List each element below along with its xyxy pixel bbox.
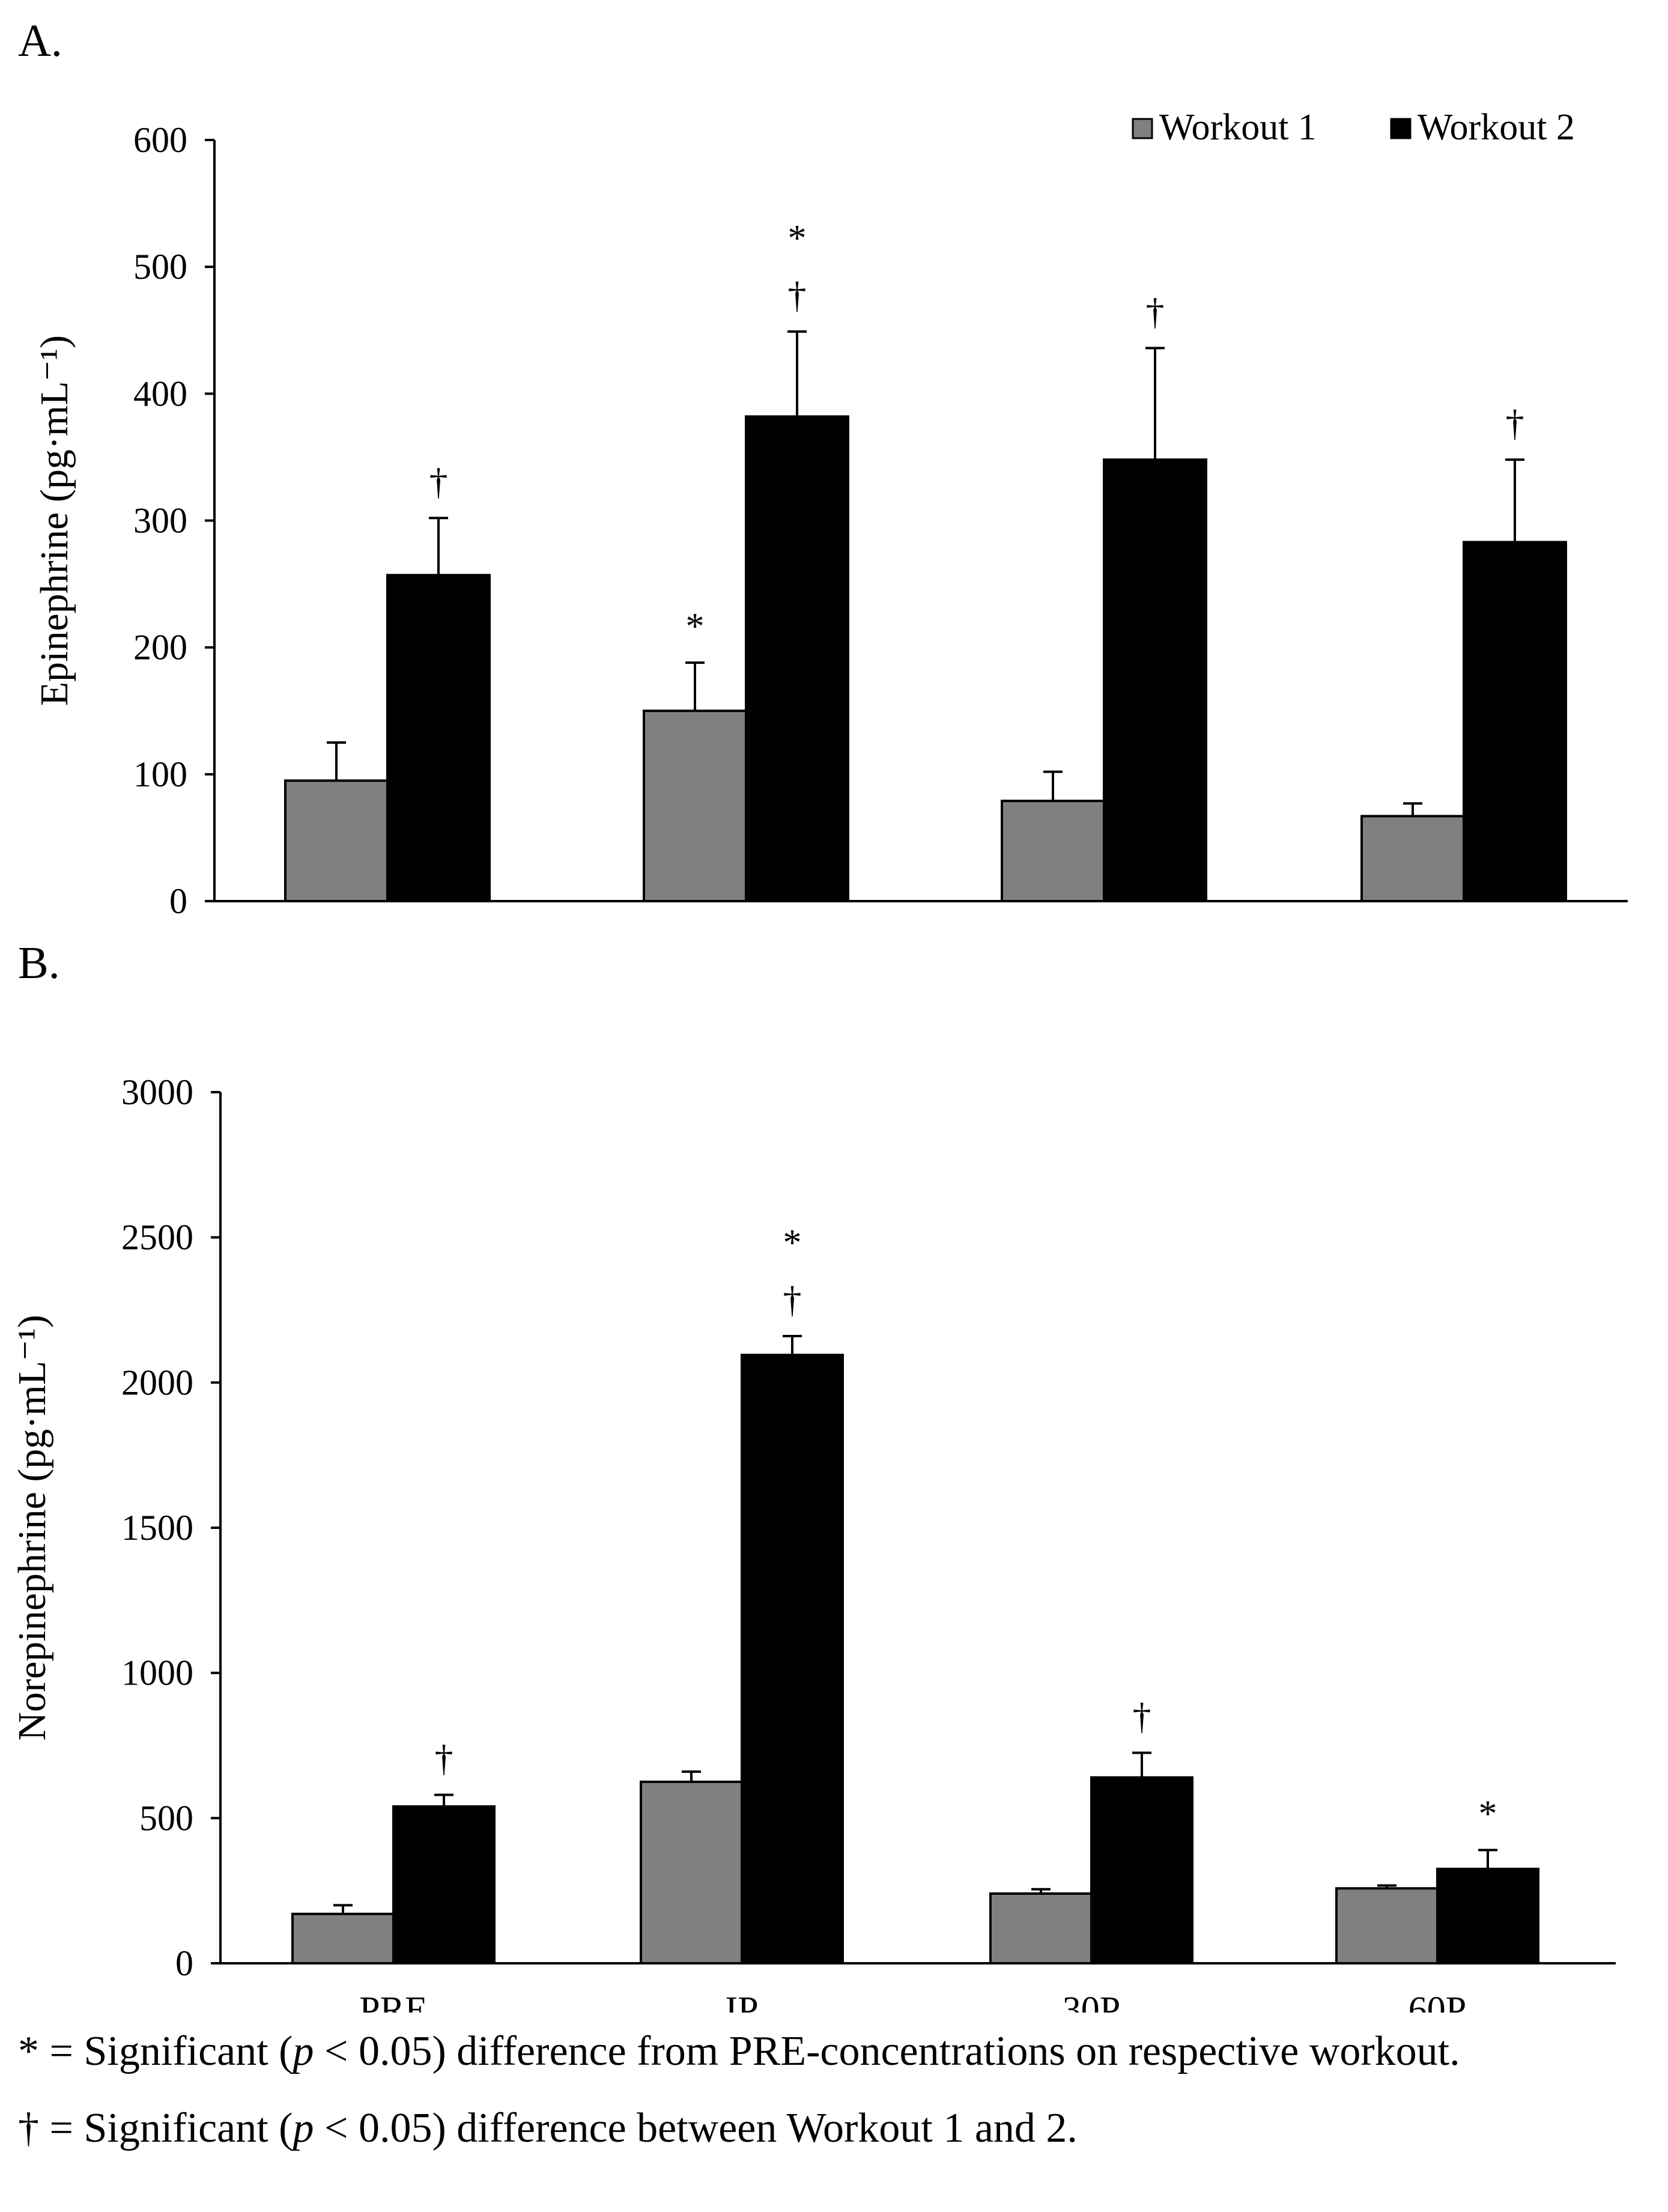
y-tick-label: 100: [133, 755, 187, 794]
legend-swatch-workout-1: [1132, 118, 1153, 139]
x-category-label: PRE: [359, 1990, 428, 2013]
y-tick-label: 500: [139, 1798, 193, 1838]
legend-swatch-workout-2: [1390, 118, 1412, 139]
x-category-label: 60P: [1409, 1990, 1466, 2013]
bar-workout-1-60p: [1335, 1887, 1439, 1965]
bar-workout-2-pre: [392, 1805, 496, 1964]
y-tick-label: 0: [169, 881, 187, 921]
legend: Workout 1 Workout 2: [1132, 107, 1575, 148]
bar-workout-2-pre: [386, 574, 491, 902]
bar-workout-2-30p: [1103, 458, 1207, 902]
y-tick-label: 2500: [121, 1218, 193, 1257]
bar-workout-2-30p: [1090, 1776, 1193, 1965]
bar-workout-1-60p: [1360, 815, 1465, 902]
significance-dagger: †: [783, 1280, 802, 1320]
bar-workout-1-30p: [1001, 800, 1105, 903]
bar-workout-2-ip: [741, 1354, 844, 1965]
y-tick-label: 1000: [121, 1653, 193, 1693]
bar-workout-2-ip: [745, 415, 849, 902]
y-tick-label: 2000: [121, 1363, 193, 1402]
significance-dagger: †: [1133, 1697, 1151, 1737]
bar-workout-1-30p: [989, 1892, 1093, 1964]
bar-workout-1-ip: [640, 1780, 743, 1965]
norepinephrine-chart: 0 500 1000 1500 2000 2500 3000 Norepinephrine (…: [10, 1072, 1616, 2013]
y-axis-title: Epinephrine (pg·mL⁻¹): [32, 335, 76, 706]
significance-asterisk: *: [1479, 1794, 1497, 1835]
significance-dagger: †: [429, 461, 448, 502]
bar-workout-2-60p: [1436, 1867, 1539, 1965]
legend-label-workout-2: Workout 2: [1418, 107, 1575, 148]
significance-dagger: †: [788, 275, 807, 316]
y-axis-title: Norepinephrine (pg·mL⁻¹): [10, 1315, 54, 1741]
bar-workout-1-ip: [643, 709, 747, 902]
y-tick-label: 500: [133, 247, 187, 287]
significance-asterisk: *: [783, 1223, 802, 1263]
bar-workout-1-pre: [291, 1912, 395, 1964]
significance-dagger: †: [435, 1739, 453, 1779]
panel-a-label: A.: [18, 16, 62, 66]
significance-dagger: †: [1506, 403, 1524, 444]
significance-asterisk: *: [788, 218, 807, 259]
y-tick-label: 3000: [121, 1072, 193, 1112]
footnote-dagger: † = Significant (p < 0.05) difference be…: [18, 2105, 1078, 2151]
y-tick-label: 600: [133, 120, 187, 160]
chart-figure: Workout 1 Workout 2 0 100 200 300 400 500 600 E…: [10, 107, 1628, 2013]
legend-label-workout-1: Workout 1: [1159, 107, 1317, 148]
epinephrine-chart: 0 100 200 300 400 500 600 Epinephrine (pg·mL⁻¹)…: [32, 120, 1628, 921]
bar-workout-2-60p: [1463, 541, 1567, 902]
panel-b-label: B.: [18, 938, 60, 988]
y-tick-label: 300: [133, 501, 187, 541]
footnote-asterisk: * = Significant (p < 0.05) difference fr…: [18, 2028, 1460, 2074]
y-tick-label: 1500: [121, 1508, 193, 1548]
y-tick-label: 0: [175, 1943, 193, 1983]
bar-workout-1-pre: [284, 779, 389, 903]
significance-dagger: †: [1146, 291, 1165, 332]
y-tick-label: 200: [133, 628, 187, 667]
x-category-label: 30P: [1063, 1990, 1120, 2013]
significance-asterisk: *: [686, 606, 705, 647]
x-category-label: IP: [725, 1990, 758, 2013]
y-tick-label: 400: [133, 374, 187, 413]
